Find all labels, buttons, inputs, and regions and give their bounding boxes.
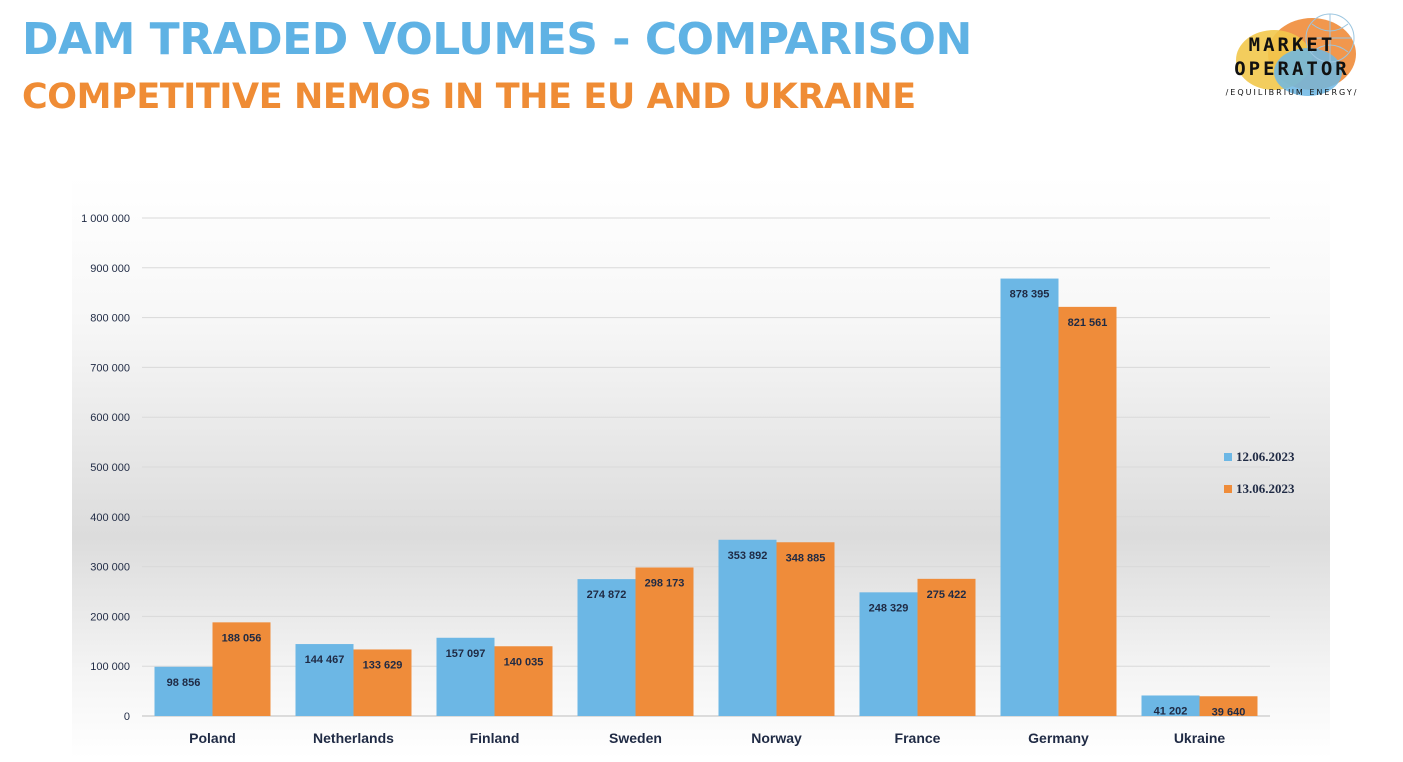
data-label: 821 561 (1068, 317, 1108, 329)
data-label: 41 202 (1154, 705, 1188, 717)
data-label: 188 056 (222, 632, 262, 644)
bar (1199, 696, 1258, 716)
bar (718, 539, 777, 716)
legend-swatch-series-1 (1224, 453, 1232, 461)
bar (212, 622, 271, 716)
data-labels: 98 856 188 056 144 467 133 629 157 097 140 03… (167, 289, 1246, 719)
bar (1058, 306, 1117, 716)
bar (1000, 278, 1059, 716)
y-tick-label: 800 000 (90, 313, 130, 325)
logo-tagline: /EQUILIBRIUM ENERGY/ (1225, 88, 1359, 97)
axis-labels: 0 100 000 200 000 300 000 400 000 500 000 600 … (81, 213, 1225, 746)
x-tick-label: Ukraine (1174, 730, 1226, 746)
data-label: 98 856 (167, 677, 201, 689)
bar (154, 666, 213, 716)
page-subtitle: COMPETITIVE NEMOs IN THE EU AND UKRAINE (22, 77, 916, 117)
bar (635, 567, 694, 716)
bar (917, 578, 976, 716)
data-label: 878 395 (1010, 289, 1050, 301)
legend-swatch-series-2 (1224, 485, 1232, 493)
legend-item-series-1: 12.06.2023 (1224, 449, 1295, 465)
y-tick-label: 900 000 (90, 263, 130, 275)
x-tick-label: Netherlands (313, 730, 394, 746)
logo-line-1: MARKET (1248, 34, 1336, 56)
data-label: 275 422 (927, 589, 967, 601)
y-tick-label: 400 000 (90, 512, 130, 524)
y-tick-label: 0 (124, 711, 130, 723)
data-label: 39 640 (1212, 706, 1246, 718)
data-label: 274 872 (587, 589, 627, 601)
data-label: 298 173 (645, 578, 685, 590)
bar (776, 542, 835, 716)
bar (436, 637, 495, 716)
legend-item-series-2: 13.06.2023 (1224, 481, 1295, 497)
y-tick-label: 100 000 (90, 661, 130, 673)
data-label: 133 629 (363, 659, 403, 671)
y-tick-label: 300 000 (90, 562, 130, 574)
bar (353, 649, 412, 716)
x-tick-label: Norway (751, 730, 802, 746)
y-tick-label: 1 000 000 (81, 213, 130, 225)
y-tick-label: 600 000 (90, 412, 130, 424)
page-title: DAM TRADED VOLUMES - COMPARISON (22, 14, 972, 65)
bar (494, 646, 553, 716)
data-label: 353 892 (728, 550, 768, 562)
logo-line-2: OPERATOR (1234, 58, 1350, 80)
legend-label-series-2: 13.06.2023 (1236, 481, 1295, 496)
bar (577, 579, 636, 716)
bars (154, 278, 1258, 716)
x-tick-label: Germany (1028, 730, 1089, 746)
bar (295, 644, 354, 716)
x-tick-label: Poland (189, 730, 236, 746)
legend-label-series-1: 12.06.2023 (1236, 449, 1295, 464)
data-label: 140 035 (504, 656, 544, 668)
y-tick-label: 700 000 (90, 362, 130, 374)
data-label: 248 329 (869, 602, 909, 614)
data-label: 157 097 (446, 648, 486, 660)
y-tick-label: 500 000 (90, 462, 130, 474)
x-tick-label: France (895, 730, 941, 746)
x-tick-label: Finland (470, 730, 520, 746)
y-tick-label: 200 000 (90, 611, 130, 623)
bar (859, 592, 918, 716)
bar (1141, 695, 1200, 716)
market-operator-logo: MARKET OPERATOR /EQUILIBRIUM ENERGY/ (1212, 8, 1372, 108)
data-label: 144 467 (305, 654, 345, 666)
logo-graphic (1236, 13, 1356, 96)
x-tick-label: Sweden (609, 730, 662, 746)
data-label: 348 885 (786, 552, 826, 564)
